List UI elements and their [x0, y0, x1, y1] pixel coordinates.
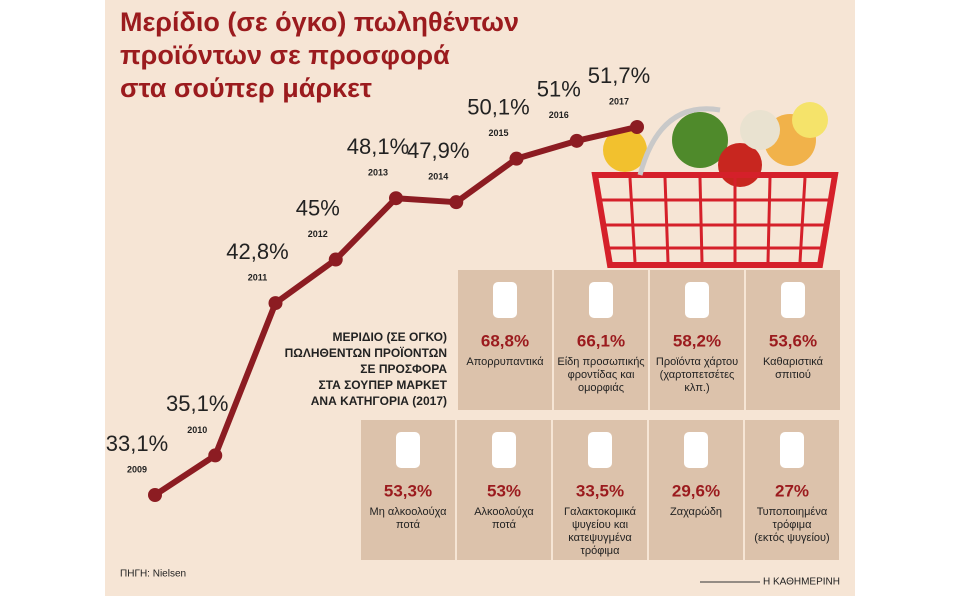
category-label: Αλκοολούχα [474, 506, 534, 518]
category-label: (εκτός ψυγείου) [754, 532, 829, 544]
category-label: ψυγείου και [572, 519, 629, 531]
point [630, 120, 644, 134]
year-label: 2009 [127, 464, 147, 474]
category-label: σπιτιού [775, 369, 811, 381]
category-value: 33,5% [576, 481, 624, 500]
category-icon [780, 432, 804, 468]
category-label: κλπ.) [684, 382, 709, 394]
category-value: 53,6% [769, 331, 817, 350]
category-label: κατεψυγμένα [568, 532, 632, 544]
category-value: 68,8% [481, 331, 529, 350]
year-label: 2016 [549, 110, 569, 120]
basket [591, 102, 839, 268]
category-icon [684, 432, 708, 468]
category-label: ομορφιάς [578, 382, 624, 394]
chart-title: στα σούπερ μάρκετ [120, 73, 372, 103]
year-label: 2013 [368, 168, 388, 178]
panel-title: ΠΩΛΗΘΕΝΤΩΝ ΠΡΟΪΟΝΤΩΝ [285, 345, 447, 360]
category-value: 53,3% [384, 481, 432, 500]
point [449, 195, 464, 210]
category-icon [492, 432, 516, 468]
chart-title: προϊόντων σε προσφορά [120, 40, 450, 70]
point [148, 488, 162, 502]
chart-title: Μερίδιο (σε όγκο) πωληθέντων [120, 7, 519, 37]
year-label: 2015 [488, 128, 508, 138]
value-label: 48,1% [347, 134, 409, 159]
category-icon [685, 282, 709, 318]
category-label: Προϊόντα χάρτου [656, 356, 738, 368]
category-label: Καθαριστικά [763, 356, 824, 368]
category-value: 53% [487, 481, 521, 500]
year-label: 2010 [187, 425, 207, 435]
panel-title: ΣΤΑ ΣΟΥΠΕΡ ΜΑΡΚΕΤ [318, 378, 447, 392]
point [268, 296, 283, 311]
value-label: 51,7% [588, 63, 650, 88]
value-label: 50,1% [467, 94, 529, 119]
value-label: 45% [296, 195, 340, 220]
category-label: Γαλακτοκομικά [564, 506, 637, 518]
point [389, 191, 403, 206]
category-icon [588, 432, 612, 468]
category-value: 66,1% [577, 331, 625, 350]
category-value: 58,2% [673, 331, 721, 350]
value-label: 33,1% [106, 431, 168, 456]
publisher: Η ΚΑΘΗΜΕΡΙΝΗ [763, 577, 840, 588]
category-label: (χαρτοπετσέτες [660, 369, 735, 381]
value-label: 42,8% [226, 239, 288, 264]
category-icon [589, 282, 613, 318]
category-value: 27% [775, 481, 809, 500]
category-label: τρόφιμα [581, 545, 621, 557]
year-label: 2014 [428, 172, 448, 182]
category-label: Τυποποιημένα [757, 506, 828, 518]
category-label: φροντίδας και [568, 369, 635, 381]
category-label: ποτά [492, 519, 517, 531]
category-icon [781, 282, 805, 318]
category-label: ποτά [396, 519, 421, 531]
point [328, 252, 343, 267]
panel-title: ΑΝΑ ΚΑΤΗΓΟΡΙΑ (2017) [311, 394, 447, 408]
year-label: 2017 [609, 96, 629, 106]
category-icon [396, 432, 420, 468]
category-label: Μη αλκοολούχα [370, 506, 448, 518]
value-label: 51% [537, 77, 581, 102]
panel-title: ΣΕ ΠΡΟΣΦΟΡΑ [360, 362, 447, 376]
panel-title: ΜΕΡΙΔΙΟ (ΣΕ ΟΓΚΟ) [333, 330, 448, 344]
point [208, 448, 223, 463]
year-label: 2012 [308, 229, 328, 239]
year-label: 2011 [248, 272, 268, 282]
category-label: Είδη προσωπικής [557, 356, 644, 368]
value-label: 47,9% [407, 138, 469, 163]
category-label: τρόφιμα [773, 519, 813, 531]
point [509, 151, 524, 166]
point [569, 133, 584, 148]
source: ΠΗΓΗ: Nielsen [120, 569, 186, 580]
category-label: Ζαχαρώδη [670, 506, 722, 518]
category-value: 29,6% [672, 481, 720, 500]
value-label: 35,1% [166, 391, 228, 416]
category-icon [493, 282, 517, 318]
category-label: Απορρυπαντικά [466, 356, 544, 368]
